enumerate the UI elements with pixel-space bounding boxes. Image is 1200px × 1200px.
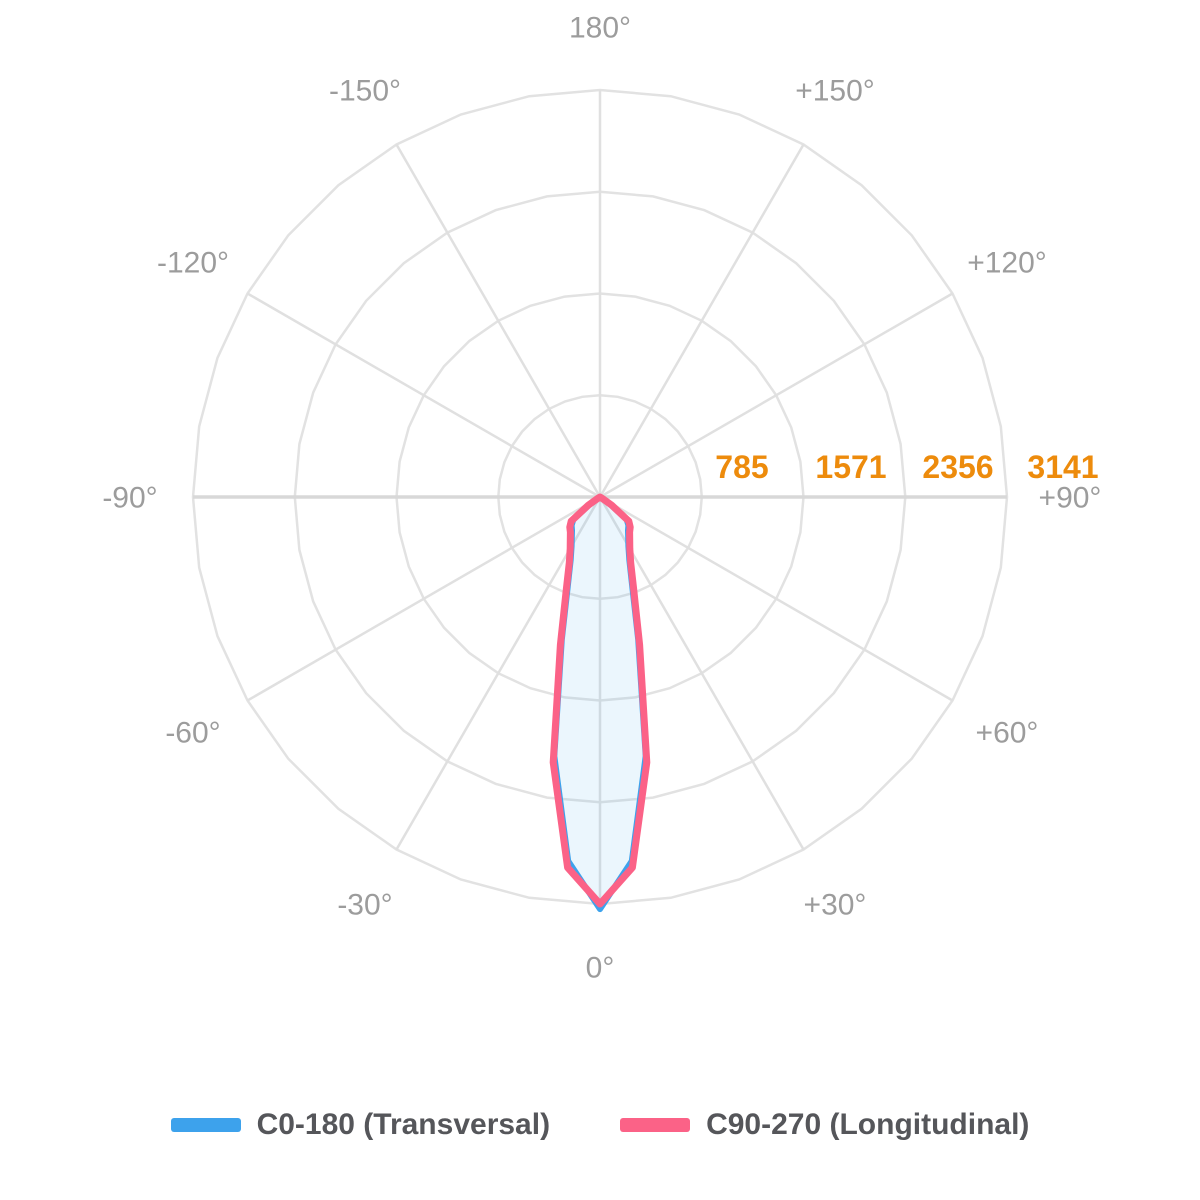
polar-chart: 0° +30° +60° +90° +120° +150° 180° -150° -120° -9… bbox=[102, 12, 1102, 985]
grid-spoke-150 bbox=[598, 143, 805, 498]
grid-spoke-210 bbox=[395, 143, 602, 498]
angle-label-90: +90° bbox=[1039, 482, 1102, 515]
radial-value-label-3141: 3141 bbox=[1027, 449, 1098, 485]
legend-label-c0-180: C0-180 (Transversal) bbox=[256, 1108, 551, 1141]
angle-label-neg30: -30° bbox=[337, 889, 392, 922]
series-curve-c90-270 bbox=[549, 493, 651, 908]
legend-swatch-c0-180 bbox=[170, 1118, 241, 1132]
grid-spoke-330 bbox=[395, 496, 602, 851]
grid-spoke-300 bbox=[246, 495, 601, 702]
angle-label-30: +30° bbox=[804, 889, 867, 922]
angle-label-0: 0° bbox=[586, 952, 615, 985]
legend-item-c0-180[interactable]: C0-180 (Transversal) bbox=[170, 1108, 551, 1142]
angle-label-60: +60° bbox=[976, 717, 1039, 750]
legend-item-c90-270[interactable]: C90-270 (Longitudinal) bbox=[620, 1108, 1029, 1142]
grid-spoke-120 bbox=[599, 292, 954, 499]
radial-value-label-2356: 2356 bbox=[922, 449, 993, 485]
radial-value-label-785: 785 bbox=[715, 449, 768, 485]
grid-spoke-30 bbox=[598, 496, 805, 851]
legend-label-c90-270: C90-270 (Longitudinal) bbox=[706, 1108, 1030, 1141]
angle-label-neg150: -150° bbox=[329, 75, 401, 108]
angle-label-180: 180° bbox=[569, 12, 631, 45]
grid-spoke-60 bbox=[599, 495, 954, 702]
grid-spoke-240 bbox=[246, 292, 601, 499]
legend-swatch-c90-270 bbox=[620, 1118, 691, 1132]
radial-value-label-1571: 1571 bbox=[815, 449, 886, 485]
angle-label-150: +150° bbox=[795, 75, 875, 108]
chart-legend: C0-180 (Transversal) C90-270 (Longitudin… bbox=[0, 1098, 1200, 1152]
angle-label-120: +120° bbox=[967, 247, 1047, 280]
angle-label-neg90: -90° bbox=[102, 482, 157, 515]
angle-label-neg120: -120° bbox=[157, 247, 229, 280]
angle-label-neg60: -60° bbox=[165, 717, 220, 750]
